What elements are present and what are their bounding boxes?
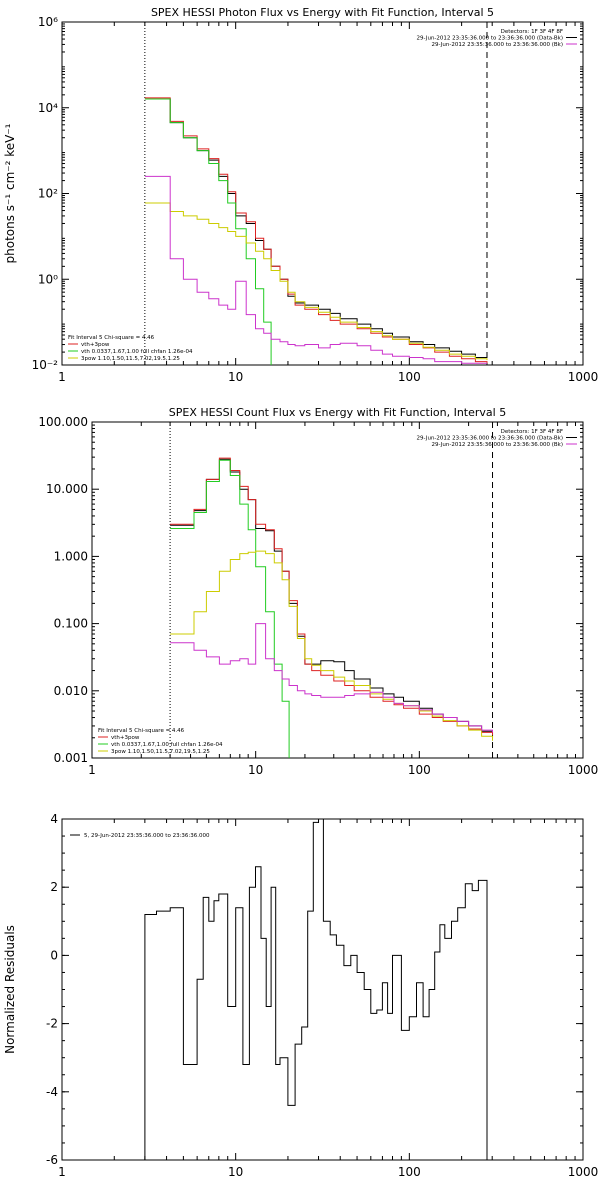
x-tick-label: 1 xyxy=(58,370,66,384)
x-tick-label: 1 xyxy=(88,763,96,777)
y-tick-label: 2 xyxy=(50,880,58,894)
legend-bottomleft-entry: vth 0.0337,1.67,1.00 full chfan 1.26e-04 xyxy=(111,742,223,748)
series-line-3 xyxy=(144,98,272,365)
panel-1: SPEX HESSI Photon Flux vs Energy with Fi… xyxy=(3,6,598,384)
y-tick-label: 10.000 xyxy=(46,482,88,496)
series-line-1 xyxy=(144,819,488,1160)
legend-bottomleft-entry: vth 0.0337,1.67,1.00 full chfan 1.26e-04 xyxy=(81,349,193,355)
legend-bottomleft-entry: 3pow 1.10,1.50,11.5,7.02,19.5,1.25 xyxy=(111,749,210,755)
legend-bottomleft-entry: vth+3pow xyxy=(81,342,110,348)
axes-frame xyxy=(91,421,584,759)
series-line-5 xyxy=(170,623,493,733)
series-line-5 xyxy=(144,175,487,364)
x-tick-label: 1000 xyxy=(568,370,599,384)
y-tick-label: 10⁰ xyxy=(38,272,58,286)
y-axis-label: photons s⁻¹ cm⁻² keV⁻¹ xyxy=(3,123,17,263)
legend-topleft-entry: 5, 29-Jun-2012 23:35:36.000 to 23:36:36.… xyxy=(84,833,210,839)
x-tick-label: 1000 xyxy=(568,1165,599,1179)
x-tick-label: 100 xyxy=(408,763,431,777)
y-tick-label: 1.000 xyxy=(54,549,88,563)
y-tick-label: 0.100 xyxy=(54,617,88,631)
x-tick-label: 100 xyxy=(398,370,421,384)
y-axis-label: Normalized Residuals xyxy=(3,925,17,1054)
legend-topright-entry: Detectors: 1F 3F 4F 8F xyxy=(501,429,563,435)
x-tick-label: 1 xyxy=(58,1165,66,1179)
x-tick-label: 1000 xyxy=(568,763,599,777)
y-tick-label: 0.001 xyxy=(54,751,88,765)
y-tick-label: -6 xyxy=(46,1153,58,1167)
legend-topright-entry: 29-Jun-2012 23:35:36.000 to 23:36:36.000… xyxy=(417,436,563,442)
y-tick-label: 10² xyxy=(38,187,58,201)
legend-bottomleft-entry: vth+3pow xyxy=(111,735,140,741)
series-group xyxy=(170,457,493,758)
series-line-4 xyxy=(170,550,493,741)
legend-bottomleft-entry: Fit Interval 5 Chi-square = 4.46 xyxy=(68,335,155,341)
legend-topright-entry: 29-Jun-2012 23:35:36.000 to 23:36:36.000… xyxy=(417,36,563,42)
y-tick-label: 10⁴ xyxy=(38,101,58,115)
chart-title: SPEX HESSI Photon Flux vs Energy with Fi… xyxy=(151,6,494,19)
legend-bottomleft-entry: Fit Interval 5 Chi-square = 4.46 xyxy=(98,728,185,734)
y-tick-label: 0.010 xyxy=(54,684,88,698)
legend-bottomleft-entry: 3pow 1.10,1.50,11.5,7.02,19.5,1.25 xyxy=(81,356,180,362)
y-tick-label: 0 xyxy=(50,948,58,962)
panel-3: 1 10 100 1000 -6 -4 -2 0 2 4 Normalized Residuals 5… xyxy=(3,812,598,1179)
y-tick-label: 100.000 xyxy=(38,415,88,429)
legend-topright-entry: Detectors: 1F 3F 4F 8F xyxy=(501,29,563,35)
x-tick-label: 10 xyxy=(248,763,263,777)
series-line-2 xyxy=(144,97,488,364)
x-tick-label: 10 xyxy=(228,370,243,384)
y-tick-label: -2 xyxy=(46,1017,58,1031)
y-tick-label: 10⁶ xyxy=(38,15,58,29)
y-tick-label: 4 xyxy=(50,812,58,826)
legend-topright-entry: 29-Jun-2012 23:35:36.000 to 23:36:36.000… xyxy=(431,442,563,448)
series-group xyxy=(144,97,488,365)
x-tick-label: 100 xyxy=(398,1165,421,1179)
series-line-3 xyxy=(170,459,290,758)
series-group xyxy=(144,819,488,1160)
legend-topright-entry: 29-Jun-2012 23:35:36.000 to 23:36:36.000… xyxy=(431,42,563,48)
chart-title: SPEX HESSI Count Flux vs Energy with Fit… xyxy=(169,406,506,419)
x-tick-label: 10 xyxy=(228,1165,243,1179)
panel-2: SPEX HESSI Count Flux vs Energy with Fit… xyxy=(38,406,598,777)
series-line-4 xyxy=(144,202,488,361)
series-line-2 xyxy=(170,457,493,735)
y-tick-label: -4 xyxy=(46,1085,58,1099)
y-tick-label: 10⁻² xyxy=(32,358,59,372)
